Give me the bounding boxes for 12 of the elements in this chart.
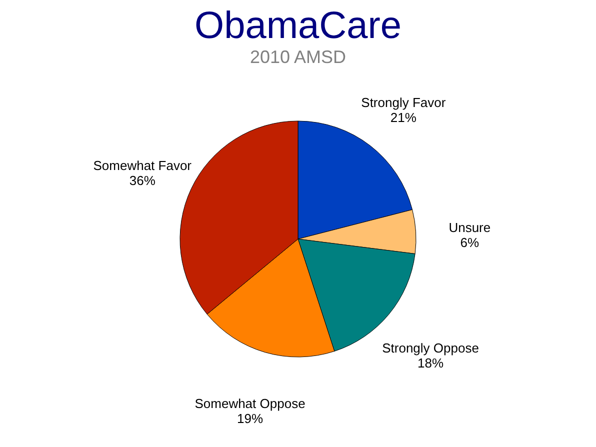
chart-title: ObamaCare — [194, 5, 402, 47]
data-label: 18% — [418, 356, 444, 371]
slice-label: Unsure — [448, 220, 491, 236]
slice-label: Strongly Favor — [361, 95, 446, 110]
data-label: 6% — [460, 235, 480, 250]
data-label: 21% — [390, 110, 417, 126]
slice-label: Somewhat Oppose — [194, 396, 306, 412]
slice-label: Strongly Oppose — [382, 340, 479, 356]
chart-subtitle: 2010 AMSD — [250, 47, 346, 67]
slice-label: Somewhat Favor — [93, 158, 192, 173]
data-label: 36% — [129, 172, 156, 188]
data-label: 19% — [237, 411, 264, 426]
